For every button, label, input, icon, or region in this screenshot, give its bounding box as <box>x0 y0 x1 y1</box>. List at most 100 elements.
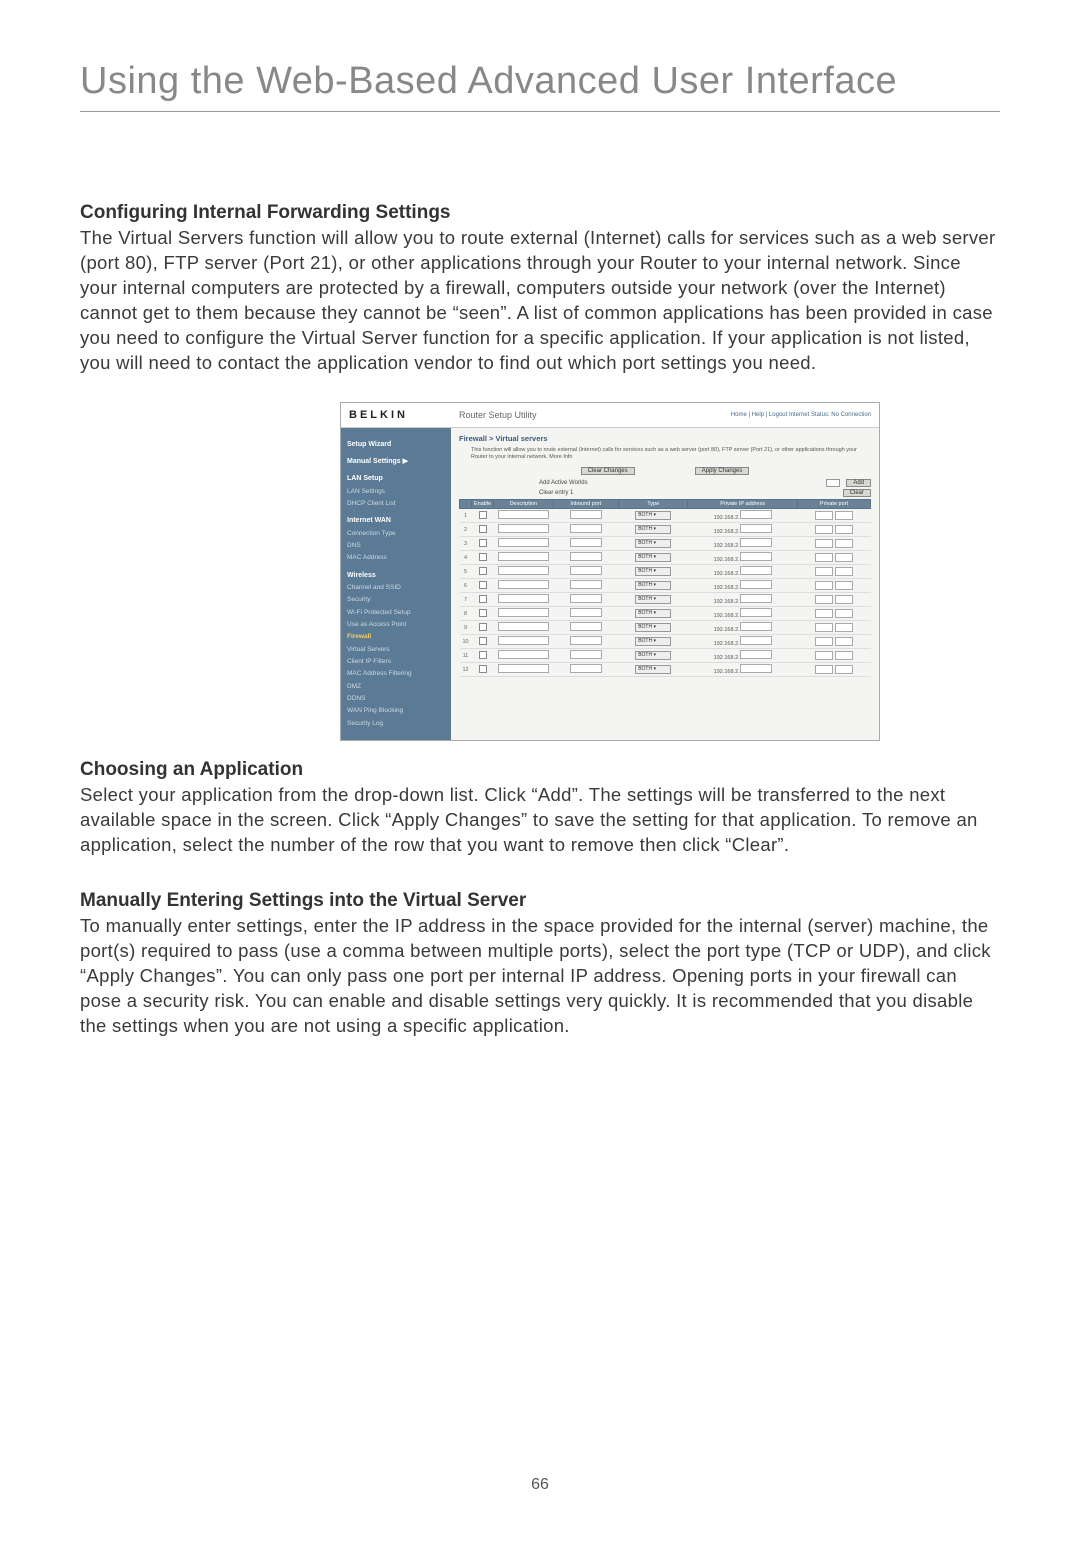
private-port-input[interactable] <box>835 581 853 590</box>
ip-input[interactable] <box>740 594 772 603</box>
apply-changes-button[interactable]: Apply Changes <box>695 467 750 475</box>
private-port-input[interactable] <box>835 609 853 618</box>
ip-input[interactable] <box>740 622 772 631</box>
inbound-port-input[interactable] <box>570 664 602 673</box>
enable-checkbox[interactable] <box>479 525 487 533</box>
enable-checkbox[interactable] <box>479 609 487 617</box>
description-input[interactable] <box>498 580 550 589</box>
enable-checkbox[interactable] <box>479 539 487 547</box>
sidebar-item[interactable]: Use as Access Point <box>347 619 445 631</box>
sidebar-item[interactable]: Client IP Filters <box>347 656 445 668</box>
description-input[interactable] <box>498 538 550 547</box>
private-port-input[interactable] <box>835 665 853 674</box>
enable-checkbox[interactable] <box>479 651 487 659</box>
type-select[interactable]: BOTH ▾ <box>635 665 671 674</box>
private-port-input[interactable] <box>835 637 853 646</box>
private-port-input[interactable] <box>835 539 853 548</box>
enable-checkbox[interactable] <box>479 623 487 631</box>
sidebar-item[interactable]: Manual Settings ▶ <box>347 455 445 468</box>
type-select[interactable]: BOTH ▾ <box>635 539 671 548</box>
sidebar-item[interactable]: Channel and SSID <box>347 582 445 594</box>
ip-input[interactable] <box>740 524 772 533</box>
ip-input[interactable] <box>740 552 772 561</box>
type-select[interactable]: BOTH ▾ <box>635 609 671 618</box>
private-port-input[interactable] <box>835 511 853 520</box>
inbound-port-input[interactable] <box>570 510 602 519</box>
private-port-input[interactable] <box>815 553 833 562</box>
sidebar-item[interactable]: Firewall <box>347 631 445 643</box>
description-input[interactable] <box>498 510 550 519</box>
description-input[interactable] <box>498 608 550 617</box>
sidebar-item[interactable]: Internet WAN <box>347 514 445 527</box>
inbound-port-input[interactable] <box>570 636 602 645</box>
type-select[interactable]: BOTH ▾ <box>635 595 671 604</box>
inbound-port-input[interactable] <box>570 622 602 631</box>
private-port-input[interactable] <box>815 637 833 646</box>
sidebar-item[interactable]: DHCP Client List <box>347 498 445 510</box>
sidebar-item[interactable]: Security Log <box>347 718 445 730</box>
enable-checkbox[interactable] <box>479 581 487 589</box>
ip-input[interactable] <box>740 608 772 617</box>
description-input[interactable] <box>498 524 550 533</box>
sidebar-item[interactable]: Security <box>347 594 445 606</box>
description-input[interactable] <box>498 566 550 575</box>
type-select[interactable]: BOTH ▾ <box>635 511 671 520</box>
enable-checkbox[interactable] <box>479 511 487 519</box>
type-select[interactable]: BOTH ▾ <box>635 581 671 590</box>
private-port-input[interactable] <box>835 651 853 660</box>
private-port-input[interactable] <box>815 665 833 674</box>
inbound-port-input[interactable] <box>570 608 602 617</box>
enable-checkbox[interactable] <box>479 665 487 673</box>
sidebar-item[interactable]: Virtual Servers <box>347 644 445 656</box>
type-select[interactable]: BOTH ▾ <box>635 567 671 576</box>
inbound-port-input[interactable] <box>570 524 602 533</box>
inbound-port-input[interactable] <box>570 566 602 575</box>
private-port-input[interactable] <box>815 539 833 548</box>
clear-button[interactable]: Clear <box>843 489 871 497</box>
private-port-input[interactable] <box>815 623 833 632</box>
ip-input[interactable] <box>740 650 772 659</box>
sidebar-item[interactable]: MAC Address <box>347 552 445 564</box>
ip-input[interactable] <box>740 664 772 673</box>
select-dropdown[interactable] <box>826 479 840 487</box>
description-input[interactable] <box>498 552 550 561</box>
private-port-input[interactable] <box>835 623 853 632</box>
sidebar-item[interactable]: DMZ <box>347 681 445 693</box>
ip-input[interactable] <box>740 566 772 575</box>
sidebar-item[interactable]: LAN Setup <box>347 472 445 485</box>
ip-input[interactable] <box>740 636 772 645</box>
private-port-input[interactable] <box>815 525 833 534</box>
description-input[interactable] <box>498 594 550 603</box>
sidebar-item[interactable]: MAC Address Filtering <box>347 668 445 680</box>
private-port-input[interactable] <box>835 567 853 576</box>
private-port-input[interactable] <box>815 609 833 618</box>
sidebar-item[interactable]: DDNS <box>347 693 445 705</box>
sidebar-item[interactable]: DNS <box>347 540 445 552</box>
type-select[interactable]: BOTH ▾ <box>635 553 671 562</box>
type-select[interactable]: BOTH ▾ <box>635 651 671 660</box>
private-port-input[interactable] <box>815 651 833 660</box>
enable-checkbox[interactable] <box>479 595 487 603</box>
private-port-input[interactable] <box>835 525 853 534</box>
private-port-input[interactable] <box>815 511 833 520</box>
sidebar-item[interactable]: LAN Settings <box>347 486 445 498</box>
sidebar-item[interactable]: Setup Wizard <box>347 438 445 451</box>
private-port-input[interactable] <box>815 595 833 604</box>
inbound-port-input[interactable] <box>570 580 602 589</box>
inbound-port-input[interactable] <box>570 650 602 659</box>
description-input[interactable] <box>498 636 550 645</box>
private-port-input[interactable] <box>815 581 833 590</box>
description-input[interactable] <box>498 622 550 631</box>
description-input[interactable] <box>498 664 550 673</box>
enable-checkbox[interactable] <box>479 553 487 561</box>
inbound-port-input[interactable] <box>570 552 602 561</box>
description-input[interactable] <box>498 650 550 659</box>
private-port-input[interactable] <box>835 553 853 562</box>
add-button[interactable]: Add <box>846 479 871 487</box>
enable-checkbox[interactable] <box>479 637 487 645</box>
clear-changes-button[interactable]: Clear Changes <box>581 467 635 475</box>
sidebar-item[interactable]: Connection Type <box>347 528 445 540</box>
ip-input[interactable] <box>740 538 772 547</box>
type-select[interactable]: BOTH ▾ <box>635 637 671 646</box>
enable-checkbox[interactable] <box>479 567 487 575</box>
